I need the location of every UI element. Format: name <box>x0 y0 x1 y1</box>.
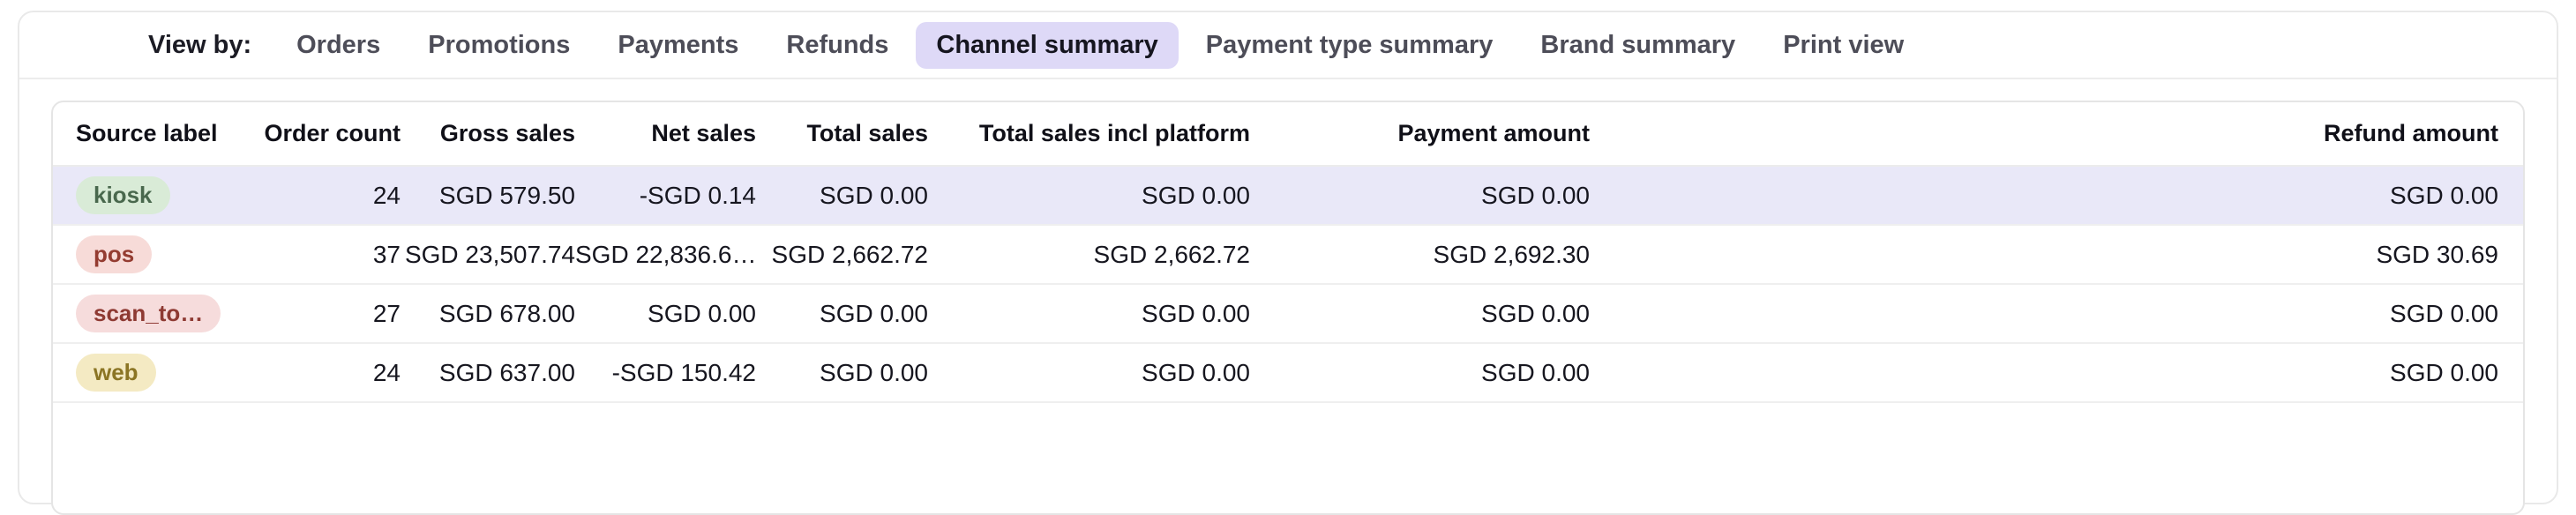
payment-amount-cell: SGD 0.00 <box>1250 284 1590 344</box>
refund-amount-cell: SGD 0.00 <box>1590 166 2523 226</box>
table-header-row: Source label Order count Gross sales Net… <box>53 102 2523 167</box>
channel-badge-scan-to-order: scan_to… <box>76 295 221 332</box>
col-header-total-sales: Total sales <box>756 102 928 167</box>
tab-payment-type-summary[interactable]: Payment type summary <box>1205 30 1494 59</box>
tab-orders[interactable]: Orders <box>296 30 381 59</box>
col-header-payment-amount: Payment amount <box>1250 102 1590 167</box>
refund-amount-cell: SGD 0.00 <box>1590 284 2523 344</box>
col-header-gross-sales: Gross sales <box>401 102 575 167</box>
source-label-cell: pos <box>53 225 256 285</box>
tab-channel-summary[interactable]: Channel summary <box>916 21 1179 69</box>
net-sales-cell: -SGD 0.14 <box>575 166 756 226</box>
source-label-cell: scan_to… <box>53 284 256 344</box>
refund-amount-cell: SGD 30.69 <box>1590 225 2523 285</box>
gross-sales-cell: SGD 678.00 <box>401 284 575 344</box>
order-count-cell: 24 <box>256 166 401 226</box>
channel-badge-web: web <box>76 354 156 392</box>
payment-amount-cell: SGD 0.00 <box>1250 166 1590 226</box>
net-sales-cell: SGD 22,836.6… <box>575 225 756 285</box>
tab-payments[interactable]: Payments <box>618 30 739 59</box>
tab-print-view[interactable]: Print view <box>1783 30 1905 59</box>
channel-summary-table: Source label Order count Gross sales Net… <box>53 102 2523 403</box>
report-card: View by: Orders Promotions Payments Refu… <box>18 11 2558 515</box>
gross-sales-cell: SGD 579.50 <box>401 166 575 226</box>
gross-sales-cell: SGD 637.00 <box>401 343 575 403</box>
channel-summary-panel: Source label Order count Gross sales Net… <box>51 101 2525 515</box>
total-sales-cell: SGD 2,662.72 <box>756 225 928 285</box>
view-by-tabbar: View by: Orders Promotions Payments Refu… <box>19 12 2557 79</box>
col-header-source-label: Source label <box>53 102 256 167</box>
table-row-scan-to-order[interactable]: scan_to… 27 SGD 678.00 SGD 0.00 SGD 0.00… <box>53 284 2523 344</box>
col-header-order-count: Order count <box>256 102 401 167</box>
source-label-cell: kiosk <box>53 166 256 226</box>
view-by-label: View by: <box>148 30 252 59</box>
tab-refunds[interactable]: Refunds <box>786 30 889 59</box>
source-label-cell: web <box>53 343 256 403</box>
total-sales-cell: SGD 0.00 <box>756 284 928 344</box>
total-sales-incl-platform-cell: SGD 2,662.72 <box>928 225 1250 285</box>
channel-badge-kiosk: kiosk <box>76 176 170 214</box>
payment-amount-cell: SGD 0.00 <box>1250 343 1590 403</box>
channel-badge-pos: pos <box>76 235 153 273</box>
total-sales-incl-platform-cell: SGD 0.00 <box>928 343 1250 403</box>
payment-amount-cell: SGD 2,692.30 <box>1250 225 1590 285</box>
total-sales-cell: SGD 0.00 <box>756 166 928 226</box>
table-row-web[interactable]: web 24 SGD 637.00 -SGD 150.42 SGD 0.00 S… <box>53 343 2523 403</box>
refund-amount-cell: SGD 0.00 <box>1590 343 2523 403</box>
net-sales-cell: -SGD 150.42 <box>575 343 756 403</box>
order-count-cell: 24 <box>256 343 401 403</box>
tab-brand-summary[interactable]: Brand summary <box>1540 30 1736 59</box>
total-sales-cell: SGD 0.00 <box>756 343 928 403</box>
total-sales-incl-platform-cell: SGD 0.00 <box>928 166 1250 226</box>
table-row-pos[interactable]: pos 37 SGD 23,507.74 SGD 22,836.6… SGD 2… <box>53 225 2523 285</box>
col-header-refund-amount: Refund amount <box>1590 102 2523 167</box>
gross-sales-cell: SGD 23,507.74 <box>401 225 575 285</box>
tab-promotions[interactable]: Promotions <box>428 30 571 59</box>
table-row-kiosk[interactable]: kiosk 24 SGD 579.50 -SGD 0.14 SGD 0.00 S… <box>53 166 2523 226</box>
total-sales-incl-platform-cell: SGD 0.00 <box>928 284 1250 344</box>
col-header-total-sales-incl-platform: Total sales incl platform <box>928 102 1250 167</box>
order-count-cell: 27 <box>256 284 401 344</box>
net-sales-cell: SGD 0.00 <box>575 284 756 344</box>
order-count-cell: 37 <box>256 225 401 285</box>
col-header-net-sales: Net sales <box>575 102 756 167</box>
